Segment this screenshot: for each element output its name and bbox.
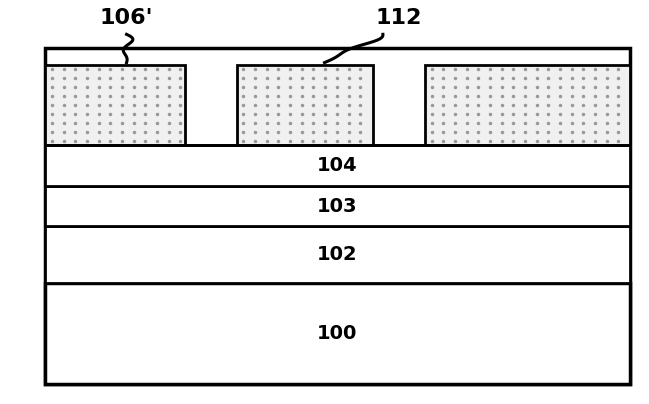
Text: 103: 103 <box>317 196 358 216</box>
Bar <box>45 283 630 384</box>
Bar <box>45 226 630 283</box>
Bar <box>45 145 630 186</box>
Text: 102: 102 <box>317 245 358 264</box>
Text: 100: 100 <box>317 324 358 343</box>
Text: 104: 104 <box>317 156 358 175</box>
Text: 106': 106' <box>100 8 153 28</box>
Bar <box>45 48 630 384</box>
Text: 112: 112 <box>376 8 422 28</box>
Bar <box>45 65 185 145</box>
Bar <box>425 65 630 145</box>
Bar <box>237 65 373 145</box>
Bar <box>45 186 630 226</box>
